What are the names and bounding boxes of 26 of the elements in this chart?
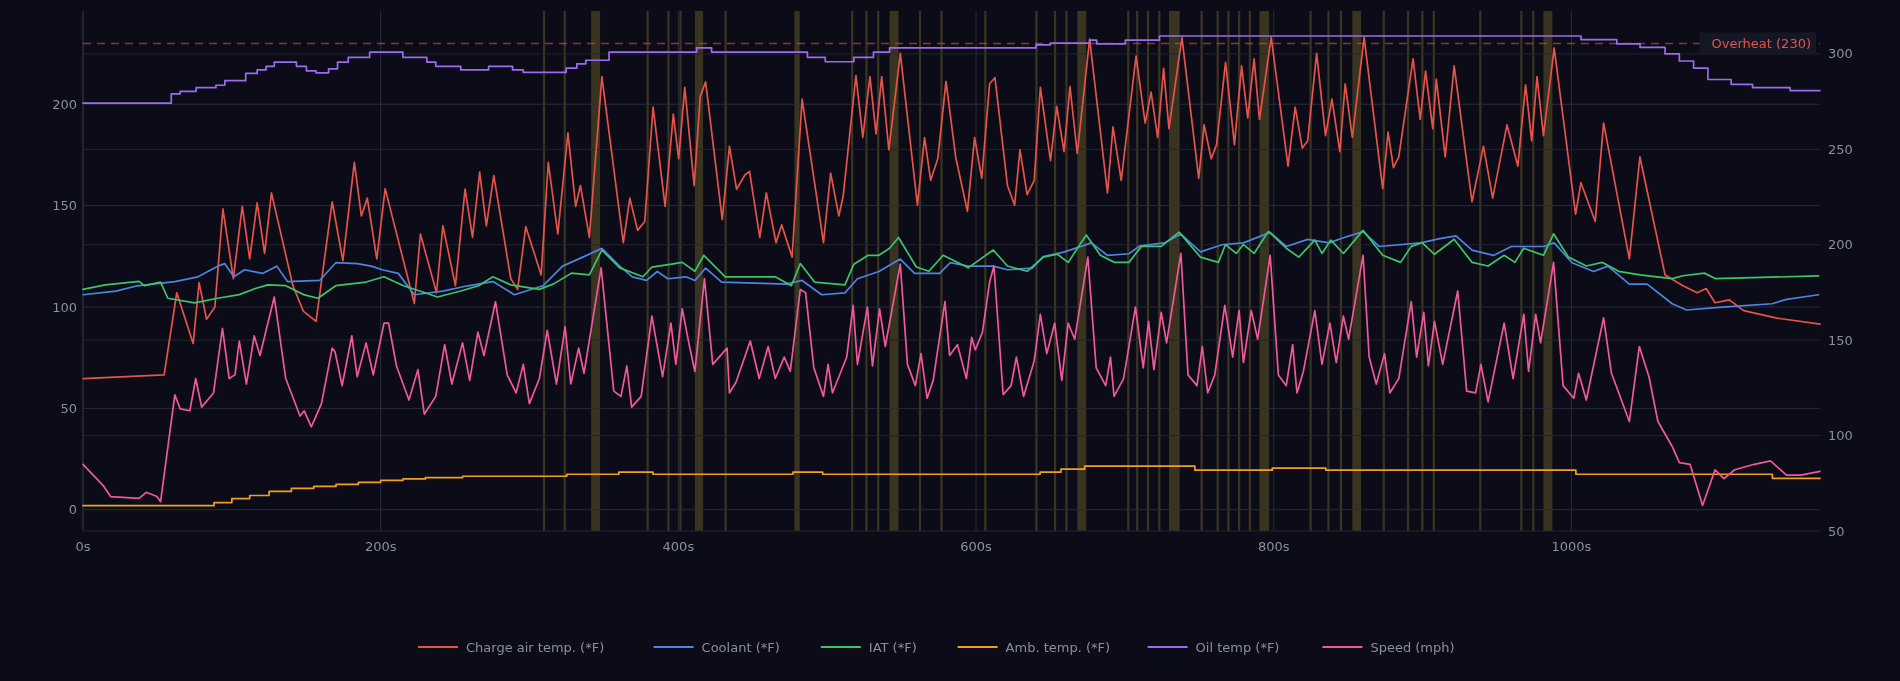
y2-tick-label: 100	[1828, 428, 1853, 444]
ref-line-label: Overheat (230)	[1711, 35, 1811, 51]
y-tick-label: 200	[52, 96, 77, 112]
legend-label: Coolant (*F)	[701, 639, 780, 655]
y-tick-label: 0	[68, 502, 77, 518]
y-tick-label: 50	[60, 400, 77, 416]
x-tick-label: 200s	[364, 539, 397, 554]
y2-tick-label: 300	[1828, 46, 1853, 62]
legend-label: Speed (mph)	[1370, 639, 1455, 655]
x-tick-label: 800s	[1257, 539, 1290, 554]
legend-label: IAT (*F)	[868, 639, 917, 655]
y2-tick-label: 150	[1828, 332, 1853, 348]
line-series	[82, 36, 1821, 380]
x-tick-label: 1000s	[1551, 539, 1592, 554]
x-tick-label: 400s	[662, 539, 695, 554]
y2-tick-label: 250	[1828, 141, 1853, 157]
legend-label: Oil temp (*F)	[1195, 639, 1280, 655]
y2-tick-label: 200	[1828, 237, 1853, 253]
x-tick-label: 600s	[960, 539, 993, 554]
legend-label: Charge air temp. (*F)	[466, 639, 605, 655]
x-tick-label: 0s	[75, 539, 91, 554]
line-series	[82, 252, 1821, 507]
y-tick-label: 100	[52, 299, 77, 315]
legend-label: Amb. temp. (*F)	[1005, 639, 1111, 655]
y2-tick-label: 50	[1828, 523, 1845, 539]
y-tick-label: 150	[52, 198, 77, 214]
